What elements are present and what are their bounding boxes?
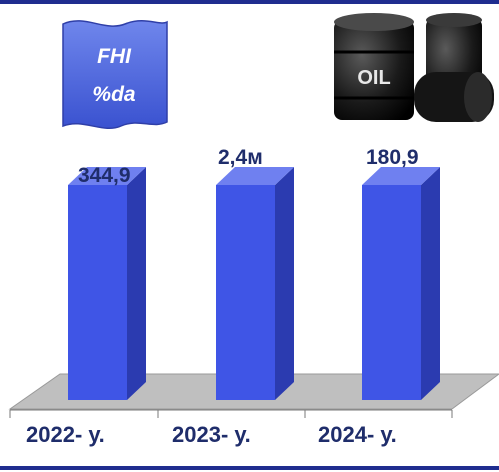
badge-title: FHI: [97, 45, 131, 68]
bar-side: [275, 167, 294, 400]
top-frame-line: [0, 0, 499, 4]
data-label: 180,9: [366, 146, 419, 169]
bar-2022: [68, 167, 146, 400]
bar-top: [362, 167, 440, 185]
oil-barrels-image: OIL: [318, 10, 496, 130]
x-tick-label: 2024- у.: [318, 422, 397, 447]
bar-side: [421, 167, 440, 400]
data-label: 2,4м: [218, 146, 263, 169]
bar-front: [362, 185, 421, 400]
bar-front: [216, 185, 275, 400]
bottom-frame-line: [0, 466, 499, 470]
badge-subtitle: %da: [92, 83, 136, 106]
bar-front: [68, 185, 127, 400]
data-label: 344,9: [78, 164, 131, 187]
bar-top: [216, 167, 294, 185]
x-tick-label: 2022- у.: [26, 422, 105, 447]
bar-2023: [216, 167, 294, 400]
oil-label: OIL: [357, 67, 390, 89]
bar-top: [68, 167, 146, 185]
x-tick-label: 2023- у.: [172, 422, 251, 447]
bar-2024: [362, 167, 440, 400]
bar-side: [127, 167, 146, 400]
fhi-badge: [62, 20, 168, 130]
